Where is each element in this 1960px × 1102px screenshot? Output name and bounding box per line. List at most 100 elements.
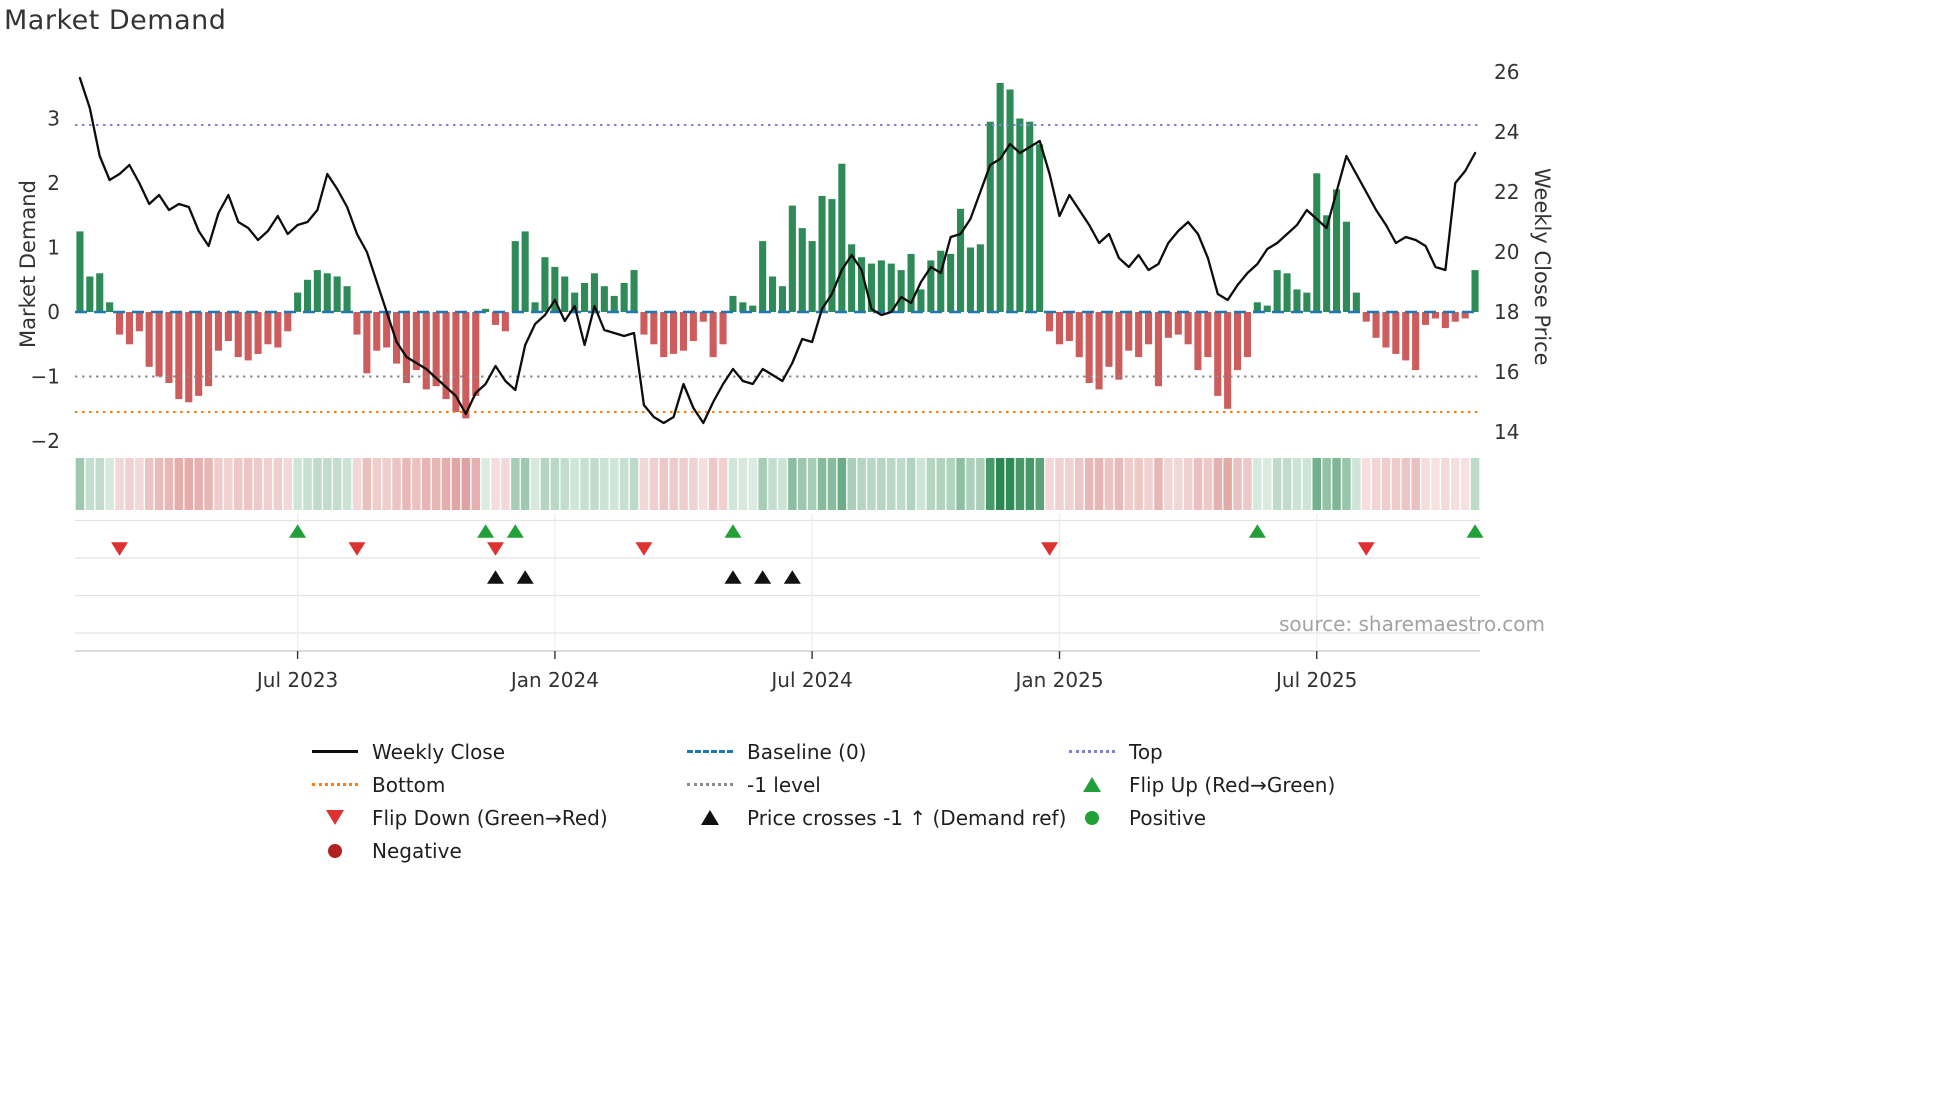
heatmap-cell	[1084, 458, 1094, 510]
heatmap-cell	[1342, 458, 1351, 510]
heatmap-cell	[184, 458, 193, 510]
demand-bar	[1461, 312, 1469, 319]
heatmap-cell	[1075, 458, 1084, 510]
heatmap-cell	[659, 458, 668, 510]
heatmap-cell	[501, 458, 510, 510]
flip-down-marker	[487, 542, 505, 556]
heatmap-cell	[1193, 458, 1203, 510]
heatmap-cell	[1322, 458, 1331, 510]
heatmap-cell	[1025, 458, 1035, 510]
demand-bar	[155, 312, 163, 377]
demand-bar	[1214, 312, 1222, 396]
demand-bar	[501, 312, 509, 332]
heatmap-cell	[95, 458, 104, 510]
heatmap-cell	[916, 458, 926, 510]
demand-bar	[660, 312, 668, 358]
x-axis-tick: Jan 2024	[509, 668, 599, 692]
legend-item: -1 level	[687, 772, 1069, 797]
demand-bar	[1095, 312, 1103, 390]
demand-bar	[244, 312, 252, 361]
demand-bar	[383, 312, 391, 348]
demand-bar	[1164, 312, 1172, 338]
flip-up-marker	[477, 524, 495, 538]
heatmap-cell	[1371, 458, 1381, 510]
demand-bar	[1422, 312, 1430, 325]
x-axis-tick: Jan 2025	[1013, 668, 1103, 692]
heatmap-cell	[570, 458, 579, 510]
demand-bar	[491, 312, 499, 325]
demand-bar	[1263, 305, 1271, 313]
flip-up-marker	[1466, 524, 1484, 538]
demand-bar	[610, 295, 618, 312]
demand-bar	[838, 163, 846, 312]
heatmap-cell	[431, 458, 441, 510]
heatmap-cell	[204, 458, 213, 510]
demand-bar	[195, 312, 203, 396]
legend-label: Flip Down (Green→Red)	[372, 805, 608, 830]
demand-bar	[205, 312, 213, 387]
heatmap-cell	[560, 458, 569, 510]
demand-bar	[689, 312, 697, 341]
demand-bar	[1412, 312, 1420, 371]
demand-bar	[729, 295, 737, 312]
demand-bar	[541, 257, 549, 312]
demand-bar	[76, 231, 84, 312]
demand-bar	[422, 312, 430, 390]
legend-label: Flip Up (Red→Green)	[1129, 772, 1336, 797]
heatmap-cell	[253, 458, 263, 510]
weekly-close-line	[78, 76, 1477, 425]
left-axis-label: Market Demand	[16, 180, 40, 348]
heatmap-cell	[1114, 458, 1124, 510]
heatmap-cell	[441, 458, 451, 510]
heatmap-cell	[530, 458, 540, 510]
heatmap-cell	[540, 458, 550, 510]
demand-bar	[1392, 312, 1400, 354]
heatmap-cell	[1045, 458, 1054, 510]
demand-bar	[966, 247, 974, 312]
legend-item: Price crosses -1 ↑ (Demand ref)	[687, 805, 1069, 830]
heatmap-cell	[412, 458, 421, 510]
heatmap-cell	[273, 458, 283, 510]
demand-bar	[590, 273, 598, 312]
heatmap-cell	[1312, 458, 1321, 510]
heatmap-cell	[906, 458, 916, 510]
heatmap-cell	[926, 458, 936, 510]
heatmap-cell	[699, 458, 708, 510]
heatmap-cell	[1055, 458, 1064, 510]
heatmap-cell	[174, 458, 184, 510]
heatmap-cell	[1233, 458, 1242, 510]
heatmap-cell	[392, 458, 401, 510]
heatmap-cell	[867, 458, 876, 510]
demand-bar	[1115, 312, 1123, 380]
demand-bar	[284, 312, 292, 332]
demand-bar	[363, 312, 371, 374]
heatmap-cell	[827, 458, 837, 510]
legend-item: Positive	[1069, 805, 1509, 830]
demand-bar	[106, 302, 114, 312]
flip-up-marker	[724, 524, 742, 538]
legend-label: Negative	[372, 838, 462, 863]
demand-bar	[333, 276, 341, 312]
legend: Weekly Close Baseline (0) Top Bottom -1 leve…	[312, 739, 1509, 863]
demand-bar	[1234, 312, 1242, 371]
demand-bar	[402, 312, 410, 383]
demand-bar	[531, 302, 539, 312]
heatmap-cell	[1154, 458, 1163, 510]
demand-bar	[581, 283, 589, 312]
heatmap-cell	[1134, 458, 1143, 510]
tri-up-swatch-icon	[1069, 775, 1115, 795]
heatmap-cell	[402, 458, 411, 510]
heatmap-cell	[362, 458, 372, 510]
demand-bar	[1075, 312, 1083, 358]
demand-bar	[709, 312, 717, 358]
demand-bar	[521, 231, 529, 312]
demand-bar	[224, 312, 232, 341]
heatmap-cell	[748, 458, 757, 510]
demand-bar	[957, 208, 965, 312]
heatmap-cell	[1263, 458, 1272, 510]
heatmap-cell	[580, 458, 589, 510]
demand-bar	[274, 312, 282, 348]
heatmap-cell	[75, 458, 85, 510]
heatmap-cell	[649, 458, 659, 510]
demand-bar	[1085, 312, 1093, 383]
